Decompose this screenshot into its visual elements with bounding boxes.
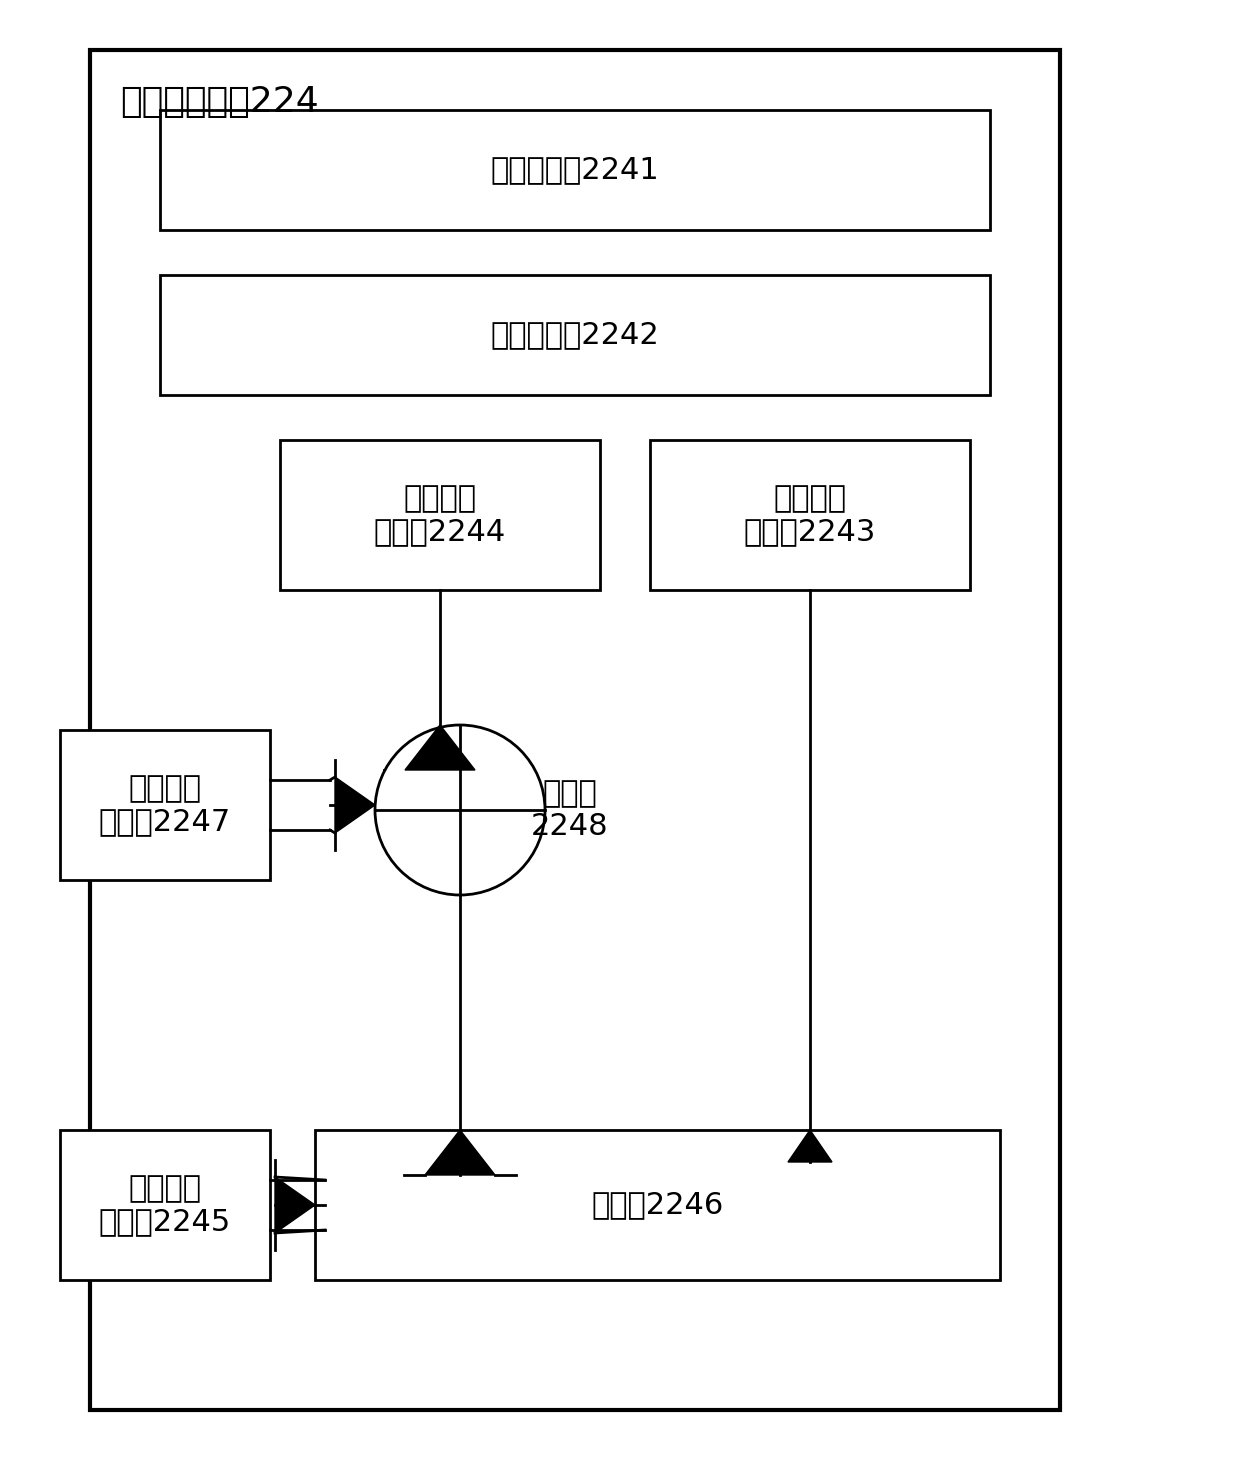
Polygon shape (335, 778, 374, 833)
Bar (650, 439, 970, 591)
Bar (60, 1129, 270, 1281)
Bar (315, 1129, 999, 1281)
Text: 选择器2246: 选择器2246 (591, 1190, 724, 1220)
Polygon shape (405, 726, 475, 770)
Text: 加法器
2248: 加法器 2248 (531, 779, 609, 841)
Text: 校准控制单元224: 校准控制单元224 (120, 85, 319, 119)
Text: 校准选择
寄存器2245: 校准选择 寄存器2245 (99, 1174, 231, 1236)
Circle shape (374, 726, 546, 895)
Bar (280, 439, 600, 591)
Text: 可配校准
寄存器2243: 可配校准 寄存器2243 (744, 484, 877, 546)
Bar (60, 730, 270, 880)
Text: 闪存校准
寄存器2244: 闪存校准 寄存器2244 (374, 484, 506, 546)
Text: 密钥寄存器2241: 密钥寄存器2241 (491, 156, 660, 184)
Bar (160, 275, 990, 395)
Polygon shape (787, 1129, 832, 1162)
Bar (91, 50, 1060, 1410)
Polygon shape (425, 1129, 495, 1175)
Polygon shape (275, 1177, 315, 1233)
Text: 操作寄存器2242: 操作寄存器2242 (491, 321, 660, 350)
Bar (160, 110, 990, 230)
Text: 调节校准
寄存器2247: 调节校准 寄存器2247 (99, 773, 231, 837)
